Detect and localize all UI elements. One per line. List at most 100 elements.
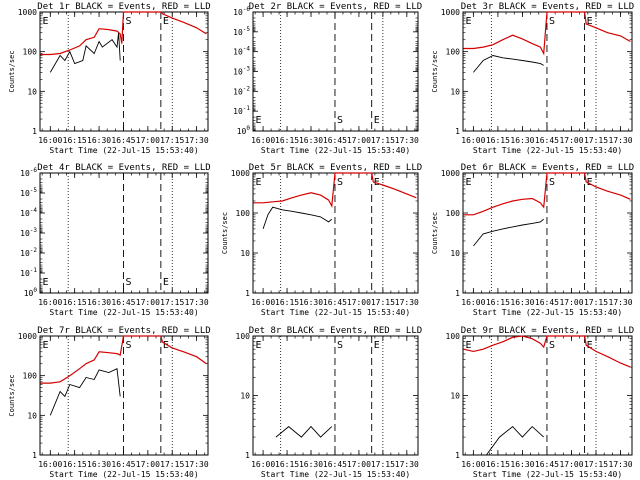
x-tick-label: 17:30 — [185, 298, 209, 307]
plot-frame — [39, 172, 209, 294]
lld-series-line — [40, 335, 207, 384]
y-tick-label: 10 — [240, 392, 250, 401]
y-tick-label: 10-6 — [233, 6, 250, 17]
x-tick-label: 17:15 — [584, 136, 608, 145]
x-tick-label: 16:00 — [251, 460, 275, 469]
y-tick-label: 1 — [245, 451, 250, 460]
plot-frame — [462, 335, 633, 456]
y-tick-label: 10-6 — [20, 167, 37, 178]
y-tick-label: 100 — [24, 287, 38, 298]
y-tick-label: 10 — [240, 249, 250, 258]
x-axis-label: Start Time (22-Jul-15 15:53:40) — [261, 470, 410, 479]
x-tick-label: 16:00 — [461, 460, 485, 469]
panel-title: Det 3r BLACK = Events, RED = LLD — [461, 2, 634, 12]
flare-marker-label: S — [549, 340, 555, 351]
x-tick-label: 17:15 — [371, 136, 395, 145]
y-tick-label: 1000 — [441, 169, 460, 178]
x-tick-label: 16:15 — [486, 298, 510, 307]
flare-marker-label: S — [337, 340, 343, 351]
y-axis-label: Counts/sec — [431, 212, 439, 254]
x-tick-label: 16:30 — [87, 136, 111, 145]
y-tick-label: 10-4 — [20, 207, 37, 218]
x-tick-label: 16:45 — [323, 136, 347, 145]
x-tick-label: 17:15 — [584, 460, 608, 469]
x-tick-label: 16:00 — [38, 460, 62, 469]
flare-marker-label: E — [256, 340, 262, 351]
flare-marker-label: E — [43, 16, 49, 27]
x-tick-label: 16:15 — [63, 298, 87, 307]
x-tick-label: 16:00 — [251, 298, 275, 307]
x-tick-label: 16:45 — [323, 298, 347, 307]
x-tick-label: 17:00 — [347, 136, 371, 145]
x-tick-label: 17:30 — [185, 136, 209, 145]
x-tick-label: 16:45 — [323, 460, 347, 469]
x-axis-label: Start Time (22-Jul-15 15:53:40) — [261, 146, 410, 155]
y-tick-label: 1 — [455, 127, 460, 136]
x-tick-label: 17:30 — [609, 136, 633, 145]
x-tick-label: 17:15 — [160, 460, 184, 469]
y-tick-label: 1 — [32, 451, 37, 460]
x-tick-label: 17:15 — [371, 298, 395, 307]
plot-frame — [462, 11, 633, 132]
x-tick-label: 17:30 — [185, 460, 209, 469]
y-tick-label: 10-5 — [233, 26, 250, 37]
x-tick-label: 16:00 — [461, 136, 485, 145]
x-tick-label: 16:15 — [275, 298, 299, 307]
x-tick-label: 17:15 — [160, 136, 184, 145]
lld-series-line — [463, 335, 631, 368]
events-series-line — [275, 425, 333, 438]
plot-frame — [39, 11, 209, 132]
y-tick-label: 100 — [446, 209, 461, 218]
y-tick-label: 1 — [455, 451, 460, 460]
x-axis-label: Start Time (22-Jul-15 15:53:40) — [49, 308, 198, 317]
x-tick-label: 17:00 — [559, 298, 583, 307]
y-axis-label: Counts/sec — [8, 50, 16, 92]
y-tick-label: 10 — [450, 249, 460, 258]
x-axis-label: Start Time (22-Jul-15 15:53:40) — [49, 146, 198, 155]
y-tick-label: 10 — [27, 411, 37, 420]
flare-marker-label: S — [549, 16, 555, 27]
events-series-line — [49, 32, 121, 73]
lld-series-line — [463, 11, 631, 56]
x-tick-label: 17:15 — [584, 298, 608, 307]
y-tick-label: 10-1 — [20, 267, 37, 278]
x-tick-label: 16:15 — [486, 460, 510, 469]
x-tick-label: 16:45 — [535, 298, 559, 307]
x-tick-label: 16:30 — [87, 460, 111, 469]
x-tick-label: 16:30 — [510, 460, 534, 469]
y-tick-label: 10-5 — [20, 187, 37, 198]
x-tick-label: 16:45 — [111, 136, 135, 145]
y-tick-label: 100 — [446, 48, 461, 57]
x-tick-label: 16:30 — [510, 298, 534, 307]
y-tick-label: 10-2 — [20, 247, 37, 258]
x-tick-label: 16:30 — [299, 298, 323, 307]
flare-marker-label: S — [125, 340, 131, 351]
flare-marker-label: S — [125, 16, 131, 27]
flare-marker-label: E — [163, 340, 169, 351]
y-tick-label: 10 — [450, 87, 460, 96]
x-tick-label: 17:15 — [160, 298, 184, 307]
x-tick-label: 17:00 — [136, 136, 160, 145]
x-tick-label: 17:30 — [609, 460, 633, 469]
x-axis-label: Start Time (22-Jul-15 15:53:40) — [473, 146, 622, 155]
x-tick-label: 17:00 — [136, 460, 160, 469]
x-tick-label: 17:00 — [347, 460, 371, 469]
y-axis-label: Counts/sec — [221, 212, 229, 254]
lld-series-line — [253, 172, 417, 209]
flare-marker-label: E — [163, 277, 169, 288]
x-tick-label: 16:15 — [486, 136, 510, 145]
y-tick-label: 10 — [450, 392, 460, 401]
x-tick-label: 16:45 — [535, 460, 559, 469]
panel-title: Det 9r BLACK = Events, RED = LLD — [461, 326, 634, 336]
events-series-line — [262, 206, 333, 230]
x-tick-label: 16:15 — [63, 460, 87, 469]
flare-marker-label: E — [587, 340, 593, 351]
y-tick-label: 10-2 — [233, 85, 250, 96]
plot-frame — [252, 11, 419, 132]
x-tick-label: 16:00 — [38, 298, 62, 307]
events-series-line — [49, 368, 121, 416]
y-tick-label: 100 — [237, 125, 251, 136]
y-tick-label: 1000 — [441, 8, 460, 17]
